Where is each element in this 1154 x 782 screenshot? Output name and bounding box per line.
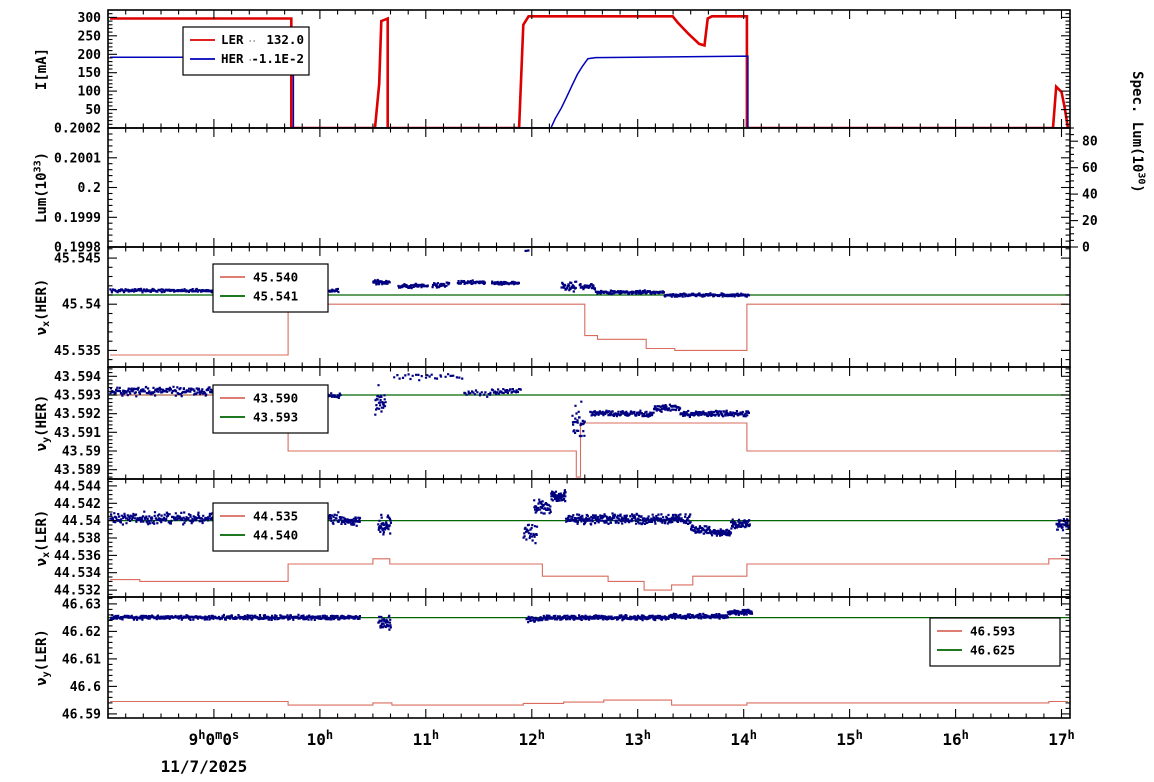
- right-tick-label: 0: [1082, 241, 1090, 256]
- y-tick-label: 46.63: [62, 597, 101, 612]
- y-tick-label: 43.593: [54, 389, 101, 404]
- y-tick-label: 44.54: [62, 514, 101, 529]
- y-axis-title: νx(LER): [34, 510, 52, 567]
- panel-nuy-ler: 46.59 46.6 46.61 46.62 46.63 νy(LER) 46.593 46.…: [34, 596, 1071, 722]
- x-tick-label: 17h: [1048, 728, 1075, 749]
- y-tick-label: 300: [78, 11, 102, 26]
- legend-box: [212, 263, 329, 313]
- y-tick-label: 43.592: [54, 407, 101, 422]
- legend-value: 45.541: [253, 289, 298, 304]
- y-tick-label: 44.544: [54, 479, 101, 494]
- y-tick-label: 46.62: [62, 625, 101, 640]
- legend-value: 46.593: [970, 624, 1015, 639]
- y-tick-label: 0.1998: [54, 241, 101, 256]
- y-tick-label: 46.6: [70, 680, 101, 695]
- y-tick-label: 43.589: [54, 463, 101, 478]
- y-tick-label: 46.61: [62, 652, 101, 667]
- x-tick-label: 11h: [413, 728, 440, 749]
- y-tick-label: 46.59: [62, 707, 101, 722]
- y-tick-label: 45.54: [62, 298, 101, 313]
- series-line: [110, 303, 1068, 356]
- y-tick-label: 43.59: [62, 445, 101, 460]
- y-tick-label: 44.542: [54, 497, 101, 512]
- legend-value: 43.593: [253, 410, 298, 425]
- legend-value: 45.540: [253, 270, 298, 285]
- legend-box: [929, 617, 1061, 667]
- x-axis-date: 11/7/2025: [161, 757, 248, 776]
- series-line: [110, 14, 1070, 128]
- y-tick-label: 0.2001: [54, 151, 101, 166]
- legend-box: [212, 502, 329, 552]
- x-tick-label: 14h: [730, 728, 757, 749]
- y-tick-label: 44.534: [54, 566, 101, 581]
- legend-value: 43.590: [253, 391, 298, 406]
- legend-value: 132.0: [266, 32, 304, 47]
- legend-value: 44.540: [253, 528, 298, 543]
- legend-value: 44.535: [253, 509, 298, 524]
- y-axis-title: νy(HER): [34, 395, 52, 452]
- legend-box: [212, 384, 329, 434]
- x-tick-label: 15h: [836, 728, 863, 749]
- x-tick-label: 9h0m0s: [189, 728, 240, 749]
- x-tick-label: 10h: [307, 728, 334, 749]
- right-axis-title: Spec. Lum(1030): [1129, 71, 1146, 193]
- panel-frame: [107, 596, 1071, 719]
- right-tick-label: 20: [1082, 214, 1098, 229]
- y-tick-label: 50: [85, 103, 101, 118]
- legend-box: [182, 26, 310, 76]
- y-axis-title: I[mA]: [34, 48, 50, 90]
- x-tick-label: 13h: [624, 728, 651, 749]
- x-tick-label: 12h: [519, 728, 546, 749]
- y-tick-label: 45.545: [54, 252, 101, 267]
- series-line: [110, 55, 1068, 128]
- legend-label: HER: [221, 51, 244, 66]
- y-tick-label: 43.594: [54, 370, 101, 385]
- panel-nuy-her: 43.589 43.59 43.591 43.592 43.593 43.594νy(HE…: [34, 366, 1071, 480]
- right-tick-label: 60: [1082, 161, 1098, 176]
- y-tick-label: 0.2: [78, 181, 101, 196]
- legend-value: 46.625: [970, 643, 1015, 658]
- y-axis-title: νx(HER): [34, 279, 52, 336]
- legend-label: LER: [221, 32, 244, 47]
- y-tick-label: 44.538: [54, 532, 101, 547]
- y-tick-label: 100: [78, 85, 102, 100]
- panel-nux-ler: 44.532 44.534 44.536 44.538 44.54 44.542 44.54…: [34, 478, 1071, 599]
- right-tick-label: 80: [1082, 135, 1098, 150]
- y-axis-title: Lum(1033): [33, 152, 50, 223]
- y-tick-label: 0.2002: [54, 122, 101, 137]
- y-tick-label: 0.1999: [54, 211, 101, 226]
- legend-value: -1.1E-2: [251, 51, 304, 66]
- y-axis-title: νy(LER): [34, 629, 52, 686]
- y-tick-label: 44.536: [54, 549, 101, 564]
- y-tick-label: 44.532: [54, 584, 101, 599]
- y-tick-label: 200: [78, 48, 102, 63]
- measured-points: [109, 249, 751, 298]
- measured-points: [109, 608, 754, 631]
- y-tick-label: 250: [78, 29, 102, 44]
- right-tick-label: 40: [1082, 188, 1098, 203]
- x-tick-label: 16h: [942, 728, 969, 749]
- series-line: [110, 699, 1068, 706]
- series-line: [110, 558, 1068, 591]
- y-tick-label: 150: [78, 66, 102, 81]
- y-tick-label: 45.535: [54, 344, 101, 359]
- y-tick-label: 43.591: [54, 426, 101, 441]
